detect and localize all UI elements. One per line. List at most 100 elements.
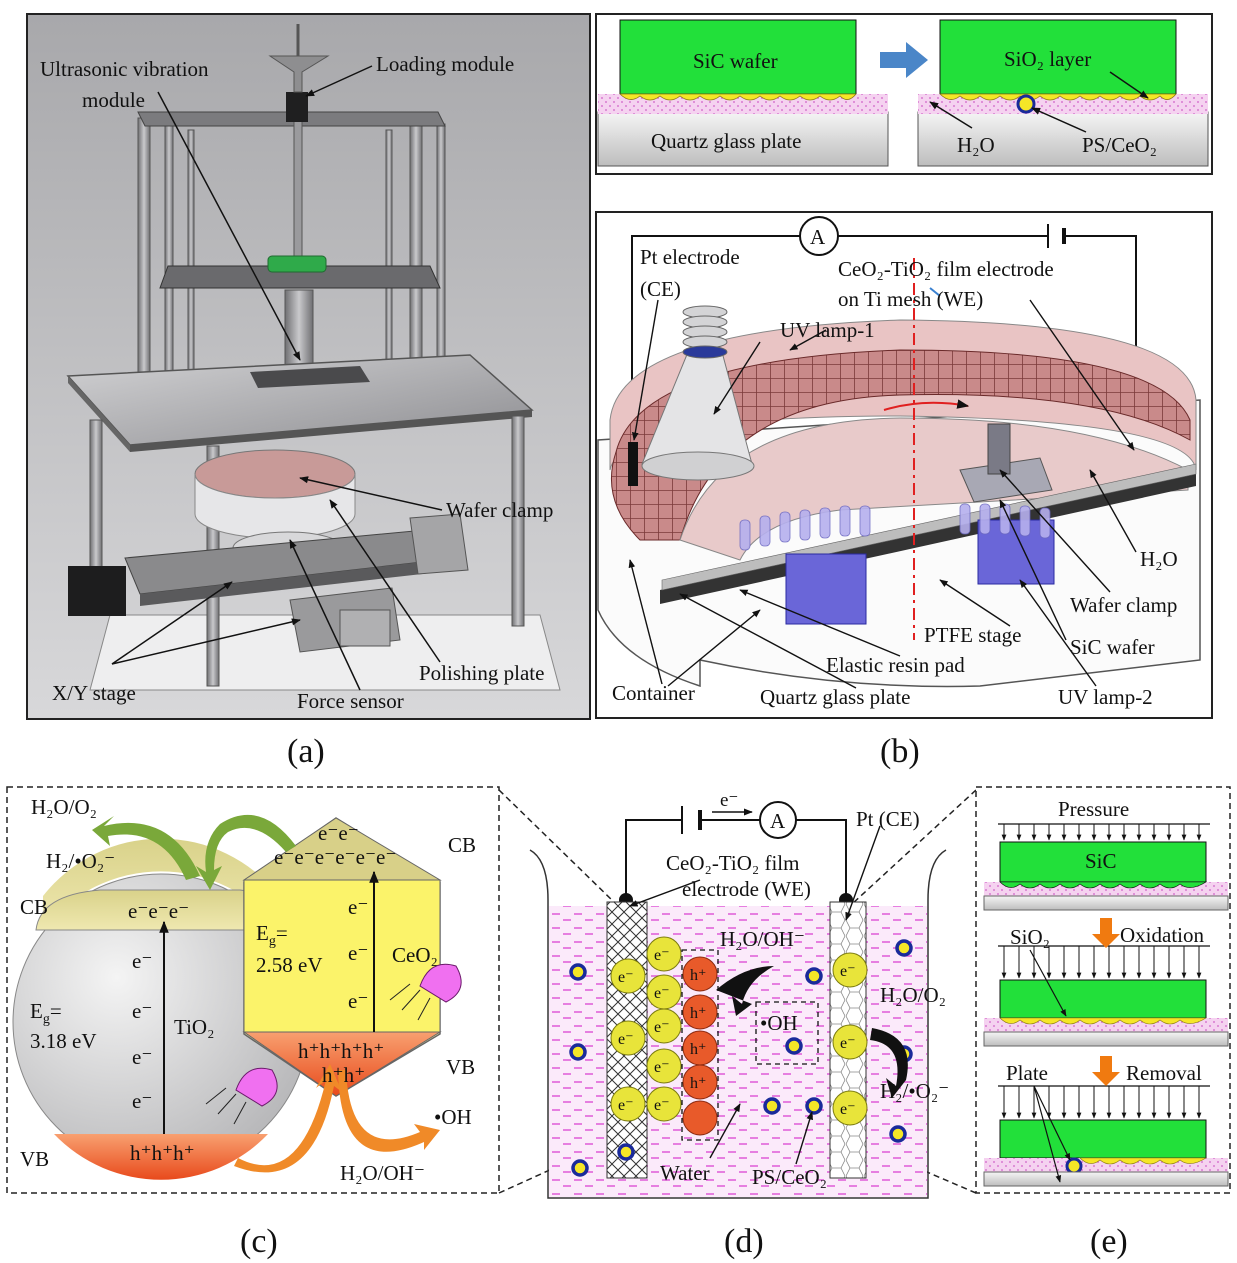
c-tio2-e1: e⁻	[132, 949, 152, 973]
c-cb-right: CB	[448, 833, 476, 857]
c-tio2-eg: Eg=	[30, 999, 62, 1027]
ammeter-d	[759, 801, 797, 839]
c-ceo2-h-bot: h⁺h⁺	[322, 1063, 365, 1087]
sio2-wave-left	[619, 93, 857, 101]
caption-a: (a)	[287, 733, 325, 770]
c-h2-o2: H₂/•O₂⁻	[46, 849, 115, 873]
c-h2o-o2: H₂O/O₂	[31, 795, 97, 819]
e-plate-2	[983, 1031, 1229, 1047]
tio2-cb-band	[43, 838, 279, 930]
label-wafer-clamp: Wafer clamp	[446, 498, 553, 522]
d-red-particles	[682, 956, 718, 1136]
orange-arrow-left	[234, 1064, 342, 1173]
label-ptfe: PTFE stage	[924, 623, 1021, 647]
d-h2o-oh: H₂O/OH⁻	[720, 927, 805, 951]
xy-stage-motor	[68, 566, 126, 616]
label-container: Container	[612, 681, 695, 705]
ceo2-body-yellow	[243, 879, 441, 1033]
pt-electrode-cone-base	[641, 451, 755, 481]
e-oxidation: Oxidation	[1120, 923, 1204, 947]
label-loading: Loading module	[376, 52, 514, 76]
wafer-clamp-b-post	[987, 423, 1011, 475]
label-polishing-plate: Polishing plate	[419, 661, 544, 685]
c-tio2-cb-e: e⁻e⁻e⁻	[128, 899, 189, 923]
label-h2o-b: H₂O	[1140, 547, 1178, 571]
svg-text:e⁻: e⁻	[618, 1097, 634, 1114]
label-resin: Elastic resin pad	[826, 653, 965, 677]
panel-d: A e⁻ e⁻ e⁻ e⁻ e⁻ e⁻ e⁻ e⁻	[529, 790, 949, 1260]
svg-text:e⁻: e⁻	[654, 985, 670, 1002]
c-ceo2-e1: e⁻	[348, 895, 368, 919]
e-plate: Plate	[1006, 1061, 1048, 1085]
ps-ceo2-particle	[1016, 94, 1036, 114]
e-removal: Removal	[1126, 1061, 1202, 1085]
c-vb-right: VB	[446, 1055, 475, 1079]
d-water: Water	[660, 1161, 710, 1185]
c-tio2-e4: e⁻	[132, 1089, 152, 1113]
label-xy-stage: X/Y stage	[52, 681, 136, 705]
ammeter-b-label: A	[810, 225, 826, 249]
svg-text:e⁻: e⁻	[618, 1031, 634, 1048]
middle-plate	[159, 265, 441, 289]
label-quartz-b: Quartz glass plate	[760, 685, 910, 709]
beaker	[529, 849, 947, 1199]
label-ultrasonic-2: module	[82, 88, 145, 112]
label-pt-2: (CE)	[640, 277, 681, 301]
svg-text:e⁻: e⁻	[654, 947, 670, 964]
d-leader-lines	[629, 825, 881, 1165]
c-tio2-eg-value: 3.18 eV	[30, 1029, 97, 1053]
mesh-electrode	[610, 349, 1191, 541]
pt-electrode-coil	[682, 305, 728, 359]
e-sic-2	[999, 979, 1207, 1019]
svg-text:e⁻: e⁻	[654, 1019, 670, 1036]
c-ceo2: CeO₂	[392, 943, 438, 967]
panel-a-leader-lines	[111, 65, 443, 691]
caption-e: (e)	[1090, 1223, 1128, 1260]
panel-b-main-leaders	[628, 299, 1137, 689]
rotation-arrow	[883, 399, 970, 411]
polishing-surface	[679, 417, 1189, 561]
wafer-clamp-b	[959, 457, 1053, 503]
label-film-1: CeO₂-TiO₂ film electrode	[838, 257, 1054, 281]
lamp-icon-tio2	[205, 1067, 278, 1125]
label-h2o-top: H₂O	[957, 133, 995, 157]
label-sic-b: SiC wafer	[1070, 635, 1155, 659]
label-sic-wafer: SiC wafer	[693, 49, 778, 73]
svg-text:e⁻: e⁻	[618, 969, 634, 986]
label-quartz-left: Quartz glass plate	[651, 129, 801, 153]
orange-arrow-right	[338, 1070, 440, 1152]
e-plate-1	[983, 895, 1229, 911]
d-particle-labels: e⁻ e⁻ e⁻ e⁻ e⁻ e⁻ e⁻ e⁻ e⁻ e⁻ e⁻ h⁺ h⁺ h…	[618, 947, 856, 1118]
e-sio2-wave-3	[1079, 1157, 1208, 1165]
label-sio2-layer: SiO₂ layer	[1004, 47, 1091, 71]
pt-electrode-rod	[628, 442, 638, 486]
sic-wafer-block-right	[939, 19, 1177, 95]
oh-box	[755, 1001, 819, 1065]
svg-text:e⁻: e⁻	[654, 1097, 670, 1114]
c-ceo2-eg-value: 2.58 eV	[256, 953, 323, 977]
c-ceo2-e2: e⁻	[348, 941, 368, 965]
e-sio2: SiO₂	[1010, 925, 1050, 949]
svg-text:e⁻: e⁻	[654, 1059, 670, 1076]
label-ps-ceo2-top: PS/CeO₂	[1082, 133, 1157, 157]
label-wafer-clamp-b: Wafer clamp	[1070, 593, 1177, 617]
lead-screw	[293, 107, 303, 269]
panel-b-top: SiC wafer Quartz glass plate SiO₂ layer …	[595, 13, 1213, 175]
lamp-icon-ceo2	[389, 963, 462, 1021]
green-arrow-left	[92, 816, 200, 880]
c-ceo2-eg: Eg=	[256, 921, 288, 949]
c-oh: •OH	[434, 1105, 472, 1129]
c-tio2-e3: e⁻	[132, 1045, 152, 1069]
c-h2o-oh: H₂O/OH⁻	[340, 1161, 425, 1185]
e-step-arrow-2	[1092, 1056, 1120, 1086]
panel-a: Ultrasonic vibration module Loading modu…	[26, 13, 591, 770]
c-tio2-e2: e⁻	[132, 999, 152, 1023]
panel-b-main: A	[595, 211, 1213, 770]
label-pt-1: Pt electrode	[640, 245, 740, 269]
d-yellow-particles	[610, 936, 868, 1126]
c-tio2-h: h⁺h⁺h⁺	[130, 1141, 195, 1165]
label-uv1: UV lamp-1	[780, 318, 875, 342]
green-nut	[267, 255, 327, 273]
d-pt-ce: Pt (CE)	[856, 807, 920, 831]
c-ceo2-h-top: h⁺h⁺h⁺h⁺	[298, 1039, 384, 1063]
